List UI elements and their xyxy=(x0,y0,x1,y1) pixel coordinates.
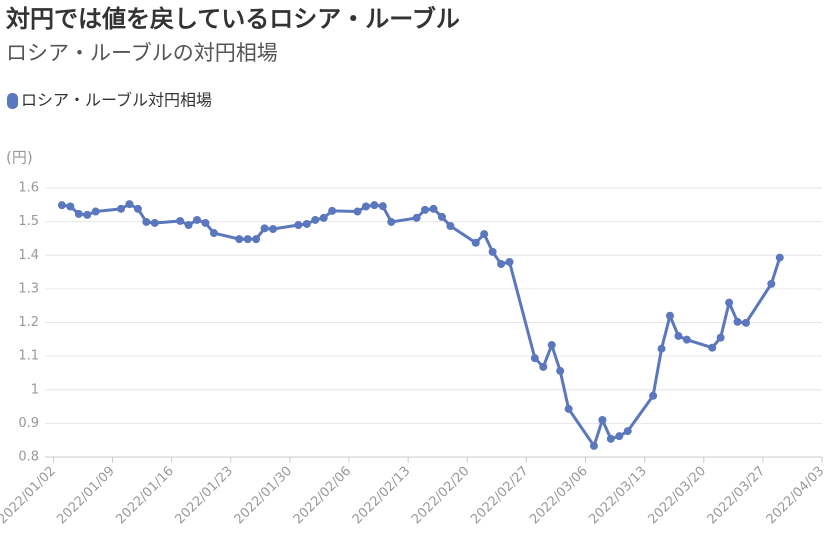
point xyxy=(91,207,100,216)
point xyxy=(142,217,151,226)
x-tick-label: 2022/01/23 xyxy=(173,464,237,528)
y-tick-label: 1.4 xyxy=(18,248,39,263)
point xyxy=(260,224,269,233)
point xyxy=(319,213,328,222)
y-tick-label: 1 xyxy=(31,382,39,397)
point xyxy=(243,235,252,244)
y-tick-label: 0.8 xyxy=(18,450,39,465)
point xyxy=(378,202,387,211)
point xyxy=(83,210,92,219)
point xyxy=(539,362,548,371)
x-tick-label: 2022/04/03 xyxy=(764,464,828,528)
point xyxy=(150,218,159,227)
y-tick-label: 0.9 xyxy=(18,416,39,431)
point xyxy=(623,427,632,436)
point xyxy=(471,238,480,247)
point xyxy=(589,441,598,450)
point xyxy=(606,434,615,443)
point xyxy=(429,204,438,213)
point xyxy=(387,217,396,226)
point xyxy=(682,335,691,344)
point xyxy=(708,343,717,352)
point xyxy=(66,202,75,211)
point xyxy=(725,298,734,307)
x-tick-label: 2022/01/02 xyxy=(0,464,59,528)
series-line xyxy=(61,202,782,448)
point xyxy=(269,225,278,234)
y-tick-label: 1.6 xyxy=(18,181,39,196)
point xyxy=(361,202,370,211)
x-tick-label: 2022/03/06 xyxy=(527,464,591,528)
point xyxy=(302,219,311,228)
x-tick-label: 2022/01/30 xyxy=(232,464,296,528)
point xyxy=(201,218,210,227)
point xyxy=(235,235,244,244)
point xyxy=(497,259,506,268)
legend-swatch xyxy=(7,93,18,109)
point xyxy=(184,220,193,229)
x-tick-label: 2022/03/27 xyxy=(705,464,769,528)
point xyxy=(716,333,725,342)
point xyxy=(480,230,489,239)
point xyxy=(547,341,556,350)
chart-title: 対円では値を戻しているロシア・ルーブル xyxy=(6,5,460,33)
point xyxy=(437,212,446,221)
point xyxy=(370,201,379,210)
point xyxy=(193,215,202,224)
point xyxy=(767,279,776,288)
x-tick-label: 2022/03/20 xyxy=(645,464,709,528)
x-tick-label: 2022/02/27 xyxy=(468,464,532,528)
x-tick-label: 2022/01/09 xyxy=(54,464,118,528)
point xyxy=(674,331,683,340)
point xyxy=(615,432,624,441)
point xyxy=(209,229,218,238)
point xyxy=(564,404,573,413)
y-tick-label: 1.3 xyxy=(18,281,39,296)
y-tick-label: 1.1 xyxy=(18,349,39,364)
point xyxy=(133,204,142,213)
point xyxy=(117,204,126,213)
x-tick-label: 2022/01/16 xyxy=(113,464,177,528)
point xyxy=(649,391,658,400)
point xyxy=(505,257,514,266)
x-tick-label: 2022/02/06 xyxy=(291,464,355,528)
point xyxy=(57,201,66,210)
point xyxy=(311,215,320,224)
point xyxy=(252,235,261,244)
point xyxy=(412,213,421,222)
point xyxy=(74,209,83,218)
point xyxy=(176,216,185,225)
x-tick-label: 2022/03/13 xyxy=(586,464,650,528)
y-tick-label: 1.2 xyxy=(18,315,39,330)
y-tick-label: 1.5 xyxy=(18,214,39,229)
x-tick-label: 2022/02/13 xyxy=(350,464,414,528)
chart-subtitle: ロシア・ルーブルの対円相場 xyxy=(6,41,278,65)
point xyxy=(446,221,455,230)
point xyxy=(328,206,337,215)
point xyxy=(488,247,497,256)
point xyxy=(530,354,539,363)
point xyxy=(741,318,750,327)
point xyxy=(657,344,666,353)
point xyxy=(353,207,362,216)
point xyxy=(733,317,742,326)
x-tick-label: 2022/02/20 xyxy=(409,464,473,528)
legend-label: ロシア・ルーブル対円相場 xyxy=(21,91,212,110)
point xyxy=(125,200,134,209)
point xyxy=(294,220,303,229)
point xyxy=(665,311,674,320)
y-axis-label: (円) xyxy=(6,149,33,167)
point xyxy=(421,205,430,214)
point xyxy=(598,416,607,425)
point xyxy=(775,253,784,262)
point xyxy=(556,366,565,375)
